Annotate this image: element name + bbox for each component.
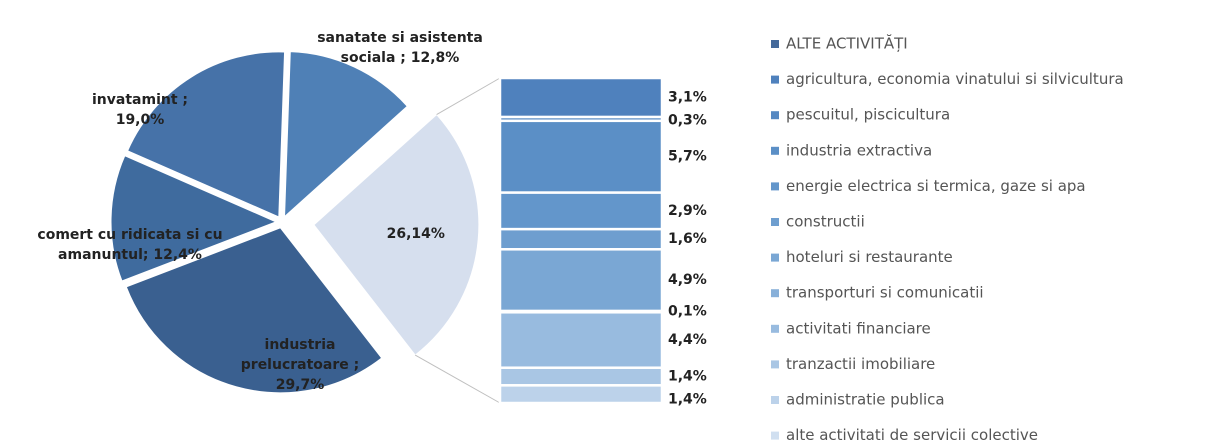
- legend-swatch: [771, 182, 779, 191]
- legend-label: energie electrica si termica, gaze si ap…: [786, 177, 1086, 195]
- slice-name: industria prelucratoare ;: [240, 337, 360, 373]
- slice-value: 29,7%: [275, 377, 325, 393]
- bar-value-label: 1,4%: [668, 392, 707, 408]
- legend-label: activitati financiare: [786, 319, 931, 337]
- legend-label: transporturi si comunicatii: [786, 284, 984, 302]
- bar-value-label: 1,4%: [668, 369, 707, 385]
- slice-label: invatamint ; 19,0%: [85, 90, 195, 130]
- connector-line: [436, 77, 501, 116]
- slice-value: 19,0%: [115, 112, 165, 128]
- bar-value-label: 0,3%: [668, 113, 707, 129]
- pie-slice: [110, 155, 278, 282]
- legend-label: pescuitul, piscicultura: [786, 106, 950, 124]
- legend-swatch: [771, 289, 779, 298]
- pie-slice: [313, 113, 480, 356]
- legend-label: tranzactii imobiliare: [786, 355, 935, 373]
- bar-segment: [498, 311, 664, 369]
- bar-value-label: 5,7%: [668, 149, 707, 165]
- slice-label: comert cu ridicata si cu amanuntul; 12,4…: [0, 225, 260, 265]
- legend-swatch: [771, 324, 779, 333]
- pie-slice: [125, 227, 383, 394]
- legend-label: constructii: [786, 213, 865, 231]
- legend-swatch: [771, 253, 779, 262]
- legend-swatch: [771, 111, 779, 120]
- slice-name: invatamint ;: [92, 92, 188, 108]
- legend-label: hoteluri si restaurante: [786, 248, 953, 266]
- bar-segment: [498, 366, 664, 387]
- bar-value-label: 1,6%: [668, 231, 707, 247]
- legend-swatch: [771, 218, 779, 226]
- legend-swatch: [771, 40, 779, 48]
- slice-name: sanatate si asistenta sociala ;: [317, 30, 483, 66]
- pie-slice: [126, 51, 286, 218]
- pie-slice: [283, 51, 408, 218]
- bar-value-label: 3,1%: [668, 90, 707, 106]
- bar-value-label: 4,9%: [668, 272, 707, 288]
- legend-swatch: [771, 360, 779, 369]
- bar-value-label: 4,4%: [668, 332, 707, 348]
- slice-value: 12,4%: [153, 247, 202, 263]
- bar-segment: [498, 76, 664, 119]
- legend-swatch: [771, 146, 779, 155]
- slice-value: 12,8%: [410, 50, 460, 66]
- legend-label: ALTE ACTIVITĂȚI: [786, 34, 908, 53]
- legend-label: agricultura, economia vinatului si silvi…: [786, 70, 1124, 88]
- legend-label: alte activitati de servicii colective: [786, 426, 1038, 441]
- bar-value-label: 0,1%: [668, 304, 707, 320]
- bar-segment: [498, 119, 664, 194]
- legend-label: administratie publica: [786, 391, 945, 409]
- legend-swatch: [771, 396, 779, 404]
- legend-swatch: [771, 75, 779, 84]
- connector-line: [414, 354, 501, 404]
- bar-segment: [498, 384, 664, 405]
- bar-segment: [498, 227, 664, 251]
- slice-label: sanatate si asistenta sociala ; 12,8%: [290, 28, 510, 68]
- bar-segment: [498, 191, 664, 231]
- bar-segment: [498, 248, 664, 313]
- slice-label: industria prelucratoare ; 29,7%: [215, 335, 385, 395]
- legend-swatch: [771, 431, 779, 440]
- legend-label: industria extractiva: [786, 141, 932, 159]
- bar-value-label: 2,9%: [668, 203, 707, 219]
- slice-value-label: 26,14%: [387, 226, 445, 242]
- slice-name: comert cu ridicata si cu amanuntul;: [37, 227, 223, 263]
